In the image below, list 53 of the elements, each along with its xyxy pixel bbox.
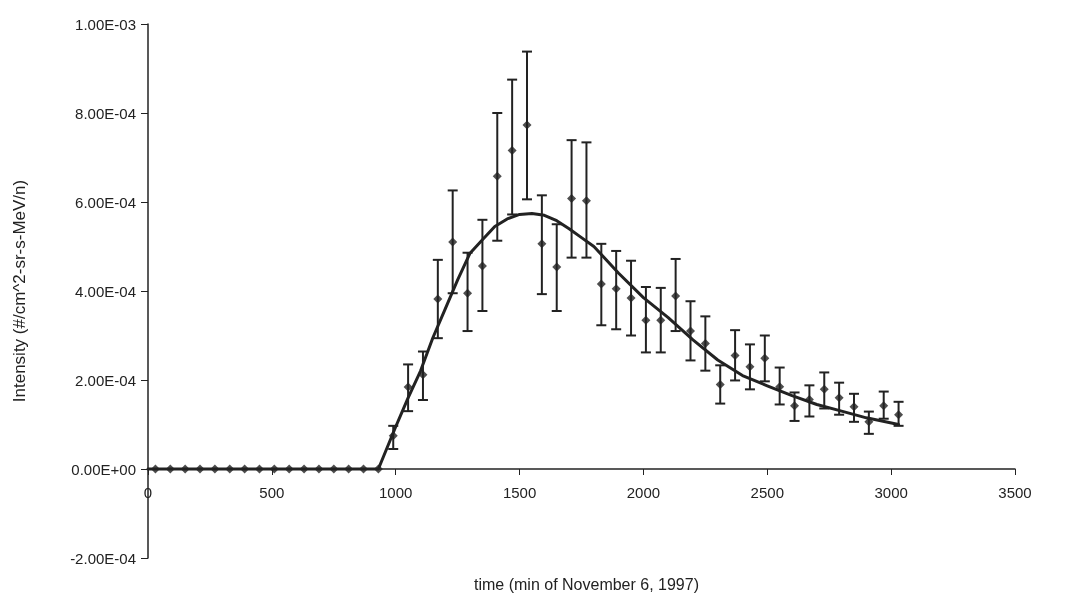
point [700,339,710,349]
y-tick-label: 8.00E-04 [75,104,136,122]
point [522,120,532,130]
point [507,145,517,155]
x-axis-title: time (min of November 6, 1997) [474,575,699,593]
point [492,171,502,181]
point [760,353,770,363]
y-tick-label: 1.00E-03 [75,15,136,33]
point [804,395,814,405]
point [581,196,591,206]
point [314,464,324,474]
point [611,284,621,294]
x-tick-label: 1000 [379,484,413,501]
point [671,291,681,301]
point [685,326,695,336]
y-axis-title: Intensity (#/cm^2-sr-s-MeV/n) [10,179,29,403]
point [180,464,190,474]
point [537,239,547,249]
y-tick-label: -2.00E-04 [70,549,136,567]
point [403,382,413,392]
point [730,351,740,361]
point [745,362,755,372]
point [433,294,443,304]
point [195,464,205,474]
point [299,464,309,474]
point [448,237,458,247]
point [819,384,829,394]
point [626,293,636,303]
point [463,288,473,298]
point [834,393,844,403]
point [567,193,577,203]
point [656,315,666,325]
x-tick-label: 2500 [750,484,784,501]
point [879,401,889,411]
y-tick-label: 0.00E+00 [71,460,136,478]
x-tick-label: 3500 [998,484,1032,501]
y-tick-label: 2.00E-04 [75,371,136,389]
point [715,379,725,389]
point [210,464,220,474]
x-tick-label: 3000 [874,484,908,501]
x-tick-label: 2000 [626,484,661,501]
point [894,410,904,420]
x-tick-label: 1500 [502,484,537,501]
point [790,401,800,411]
point [641,315,651,325]
point [477,261,487,271]
point [552,262,562,272]
point [388,431,398,441]
point [596,279,606,289]
y-tick-label: 4.00E-04 [75,282,136,300]
x-tick-label: 500 [259,484,285,501]
point [849,402,859,412]
y-tick-label: 6.00E-04 [75,193,136,211]
